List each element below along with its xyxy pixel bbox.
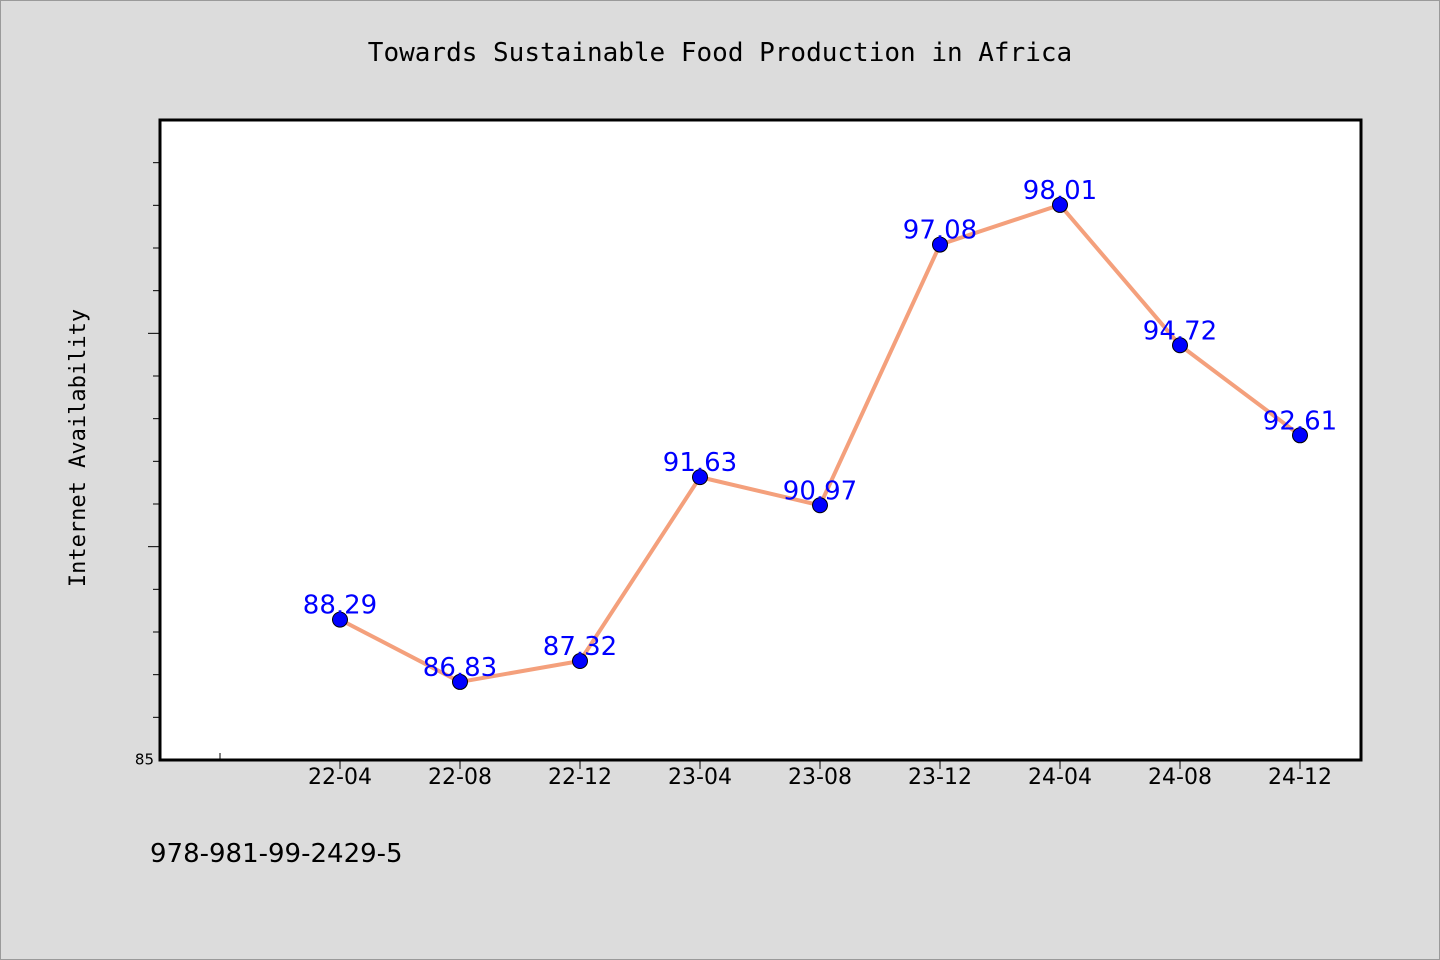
- data-point: [932, 236, 948, 253]
- isbn-footer: 978-981-99-2429-5: [150, 839, 403, 869]
- x-tick-label: 22-08: [428, 765, 492, 790]
- x-tick-label: 23-12: [908, 765, 972, 790]
- data-label: 94.72: [1143, 316, 1217, 346]
- y-axis-ticks: 85: [135, 162, 160, 769]
- y-tick-label: 85: [135, 751, 154, 769]
- data-label: 86.83: [423, 653, 497, 683]
- x-tick-label: 24-12: [1268, 765, 1332, 790]
- data-point: [692, 469, 708, 486]
- plot-area: [158, 118, 1363, 762]
- data-point: [332, 611, 348, 628]
- x-axis-ticks: 22-04 22-08 22-12 23-04 23-08 23-12 24-04 24-08…: [219, 753, 1332, 790]
- x-tick-label: 23-08: [788, 765, 852, 790]
- x-tick-label: 24-04: [1028, 765, 1092, 790]
- data-point: [812, 497, 828, 514]
- x-tick-label: 22-12: [548, 765, 612, 790]
- x-tick-label: 23-04: [668, 765, 732, 790]
- data-point: [452, 673, 468, 690]
- y-axis-label: Internet Availability: [66, 309, 91, 587]
- data-label: 91.63: [663, 448, 737, 478]
- series-markers: [332, 196, 1308, 690]
- data-point: [1052, 196, 1068, 213]
- data-label: 90.97: [783, 476, 857, 506]
- data-label: 88.29: [303, 591, 377, 621]
- data-label: 92.61: [1263, 406, 1337, 436]
- chart-title: Towards Sustainable Food Production in A…: [368, 38, 1072, 68]
- data-labels: 88.29 86.83 87.32 91.63 90.97 97.08 98.01 94.72…: [303, 176, 1337, 683]
- data-point: [1292, 427, 1308, 444]
- data-label: 98.01: [1023, 176, 1097, 206]
- x-tick-label: 22-04: [308, 765, 372, 790]
- data-point: [572, 653, 588, 670]
- data-label: 97.08: [903, 216, 977, 246]
- data-label: 87.32: [543, 632, 617, 662]
- x-tick-label: 24-08: [1148, 765, 1212, 790]
- data-point: [1172, 337, 1188, 354]
